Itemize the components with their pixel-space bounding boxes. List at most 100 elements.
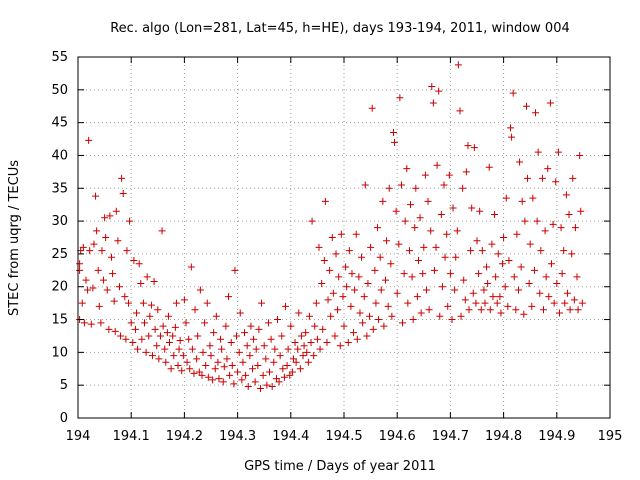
data-point: [465, 306, 473, 314]
data-point: [460, 276, 468, 284]
data-point: [510, 273, 518, 281]
data-point: [300, 342, 308, 350]
data-point: [429, 99, 437, 107]
data-point: [437, 211, 445, 219]
data-point: [202, 361, 210, 369]
data-point: [395, 240, 403, 248]
data-point: [452, 253, 460, 261]
y-tick-label: 35: [51, 181, 68, 196]
data-point: [209, 376, 217, 384]
data-point: [514, 286, 522, 294]
data-point: [319, 325, 327, 333]
data-point: [379, 197, 387, 205]
data-point: [227, 339, 235, 347]
data-point: [106, 212, 114, 220]
x-tick-label: 194.2: [166, 429, 203, 444]
data-point: [534, 148, 542, 156]
data-point: [387, 260, 395, 268]
data-point: [305, 312, 313, 320]
data-point: [295, 309, 303, 317]
data-point: [133, 309, 141, 317]
data-point: [454, 61, 462, 69]
data-point: [235, 348, 243, 356]
data-point: [103, 286, 111, 294]
data-point: [127, 319, 135, 327]
data-point: [557, 224, 565, 232]
data-point: [530, 266, 538, 274]
data-point: [125, 299, 133, 307]
data-point: [80, 319, 88, 327]
data-point: [315, 243, 323, 251]
data-point: [141, 319, 148, 327]
data-point: [413, 293, 421, 301]
data-point: [352, 230, 360, 238]
data-point: [444, 302, 452, 310]
data-point: [332, 250, 340, 258]
data-point: [497, 309, 505, 317]
data-point: [473, 237, 481, 245]
data-point: [468, 204, 476, 212]
data-point: [179, 352, 187, 360]
data-point: [470, 144, 478, 152]
data-point: [342, 263, 350, 271]
data-point: [320, 256, 328, 264]
data-point: [571, 224, 579, 232]
data-point: [199, 348, 207, 356]
data-point: [201, 319, 209, 327]
data-point: [248, 365, 256, 373]
data-point: [93, 227, 101, 235]
data-point: [283, 361, 291, 369]
y-tick-label: 40: [51, 148, 68, 163]
data-point: [85, 136, 93, 144]
data-point: [244, 382, 252, 390]
data-point: [262, 355, 270, 363]
data-point: [371, 266, 379, 274]
data-point: [97, 319, 105, 327]
data-point: [311, 322, 319, 330]
data-point: [367, 243, 375, 251]
data-point: [313, 335, 321, 343]
data-point: [98, 247, 106, 255]
data-point: [263, 381, 271, 389]
data-point: [162, 358, 170, 366]
data-point: [421, 171, 429, 179]
data-point: [425, 306, 433, 314]
data-point: [419, 270, 427, 278]
data-point: [110, 297, 118, 305]
data-point: [417, 309, 425, 317]
x-tick-label: 194.5: [325, 429, 362, 444]
data-point: [92, 192, 100, 200]
data-point: [528, 302, 536, 310]
data-point: [509, 89, 517, 97]
data-point: [355, 273, 363, 281]
data-point: [84, 286, 92, 294]
data-point: [287, 322, 295, 330]
data-point: [243, 342, 251, 350]
data-point: [494, 250, 502, 258]
data-point: [155, 355, 163, 363]
data-point: [364, 279, 372, 287]
data-point: [271, 345, 279, 353]
data-point: [304, 358, 312, 366]
data-point: [507, 124, 515, 132]
data-point: [86, 247, 94, 255]
data-point: [526, 240, 534, 248]
data-point: [375, 316, 383, 324]
data-point: [291, 339, 299, 347]
data-point: [312, 299, 320, 307]
data-point: [555, 309, 563, 317]
data-point: [95, 302, 103, 310]
data-point: [560, 247, 568, 255]
data-point: [399, 319, 407, 327]
data-point: [348, 270, 356, 278]
data-point: [345, 247, 353, 255]
data-point: [170, 352, 178, 360]
data-point: [274, 316, 281, 324]
data-point: [401, 217, 409, 225]
data-point: [485, 163, 493, 171]
y-tick-label: 25: [51, 247, 68, 262]
data-point: [407, 201, 414, 209]
data-point: [292, 358, 300, 366]
data-point: [222, 322, 230, 330]
data-point: [119, 190, 127, 198]
